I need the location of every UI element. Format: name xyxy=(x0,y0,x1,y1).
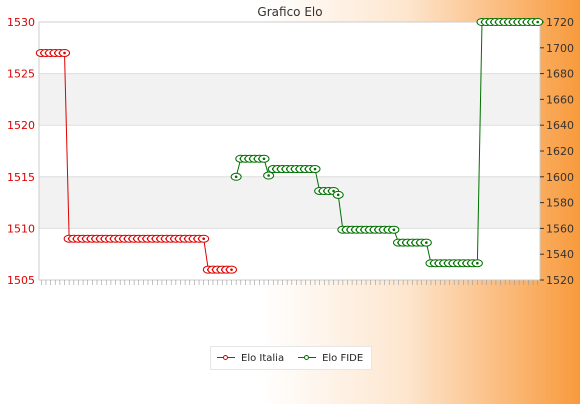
right-tick-label-6: 1640 xyxy=(546,119,574,132)
right-tick-label-7: 1660 xyxy=(546,93,574,106)
left-tick-label-3: 1520 xyxy=(7,119,35,132)
right-tick-label-4: 1600 xyxy=(546,171,574,184)
right-tick-label-5: 1620 xyxy=(546,145,574,158)
legend-item-fide[interactable]: Elo FIDE xyxy=(298,353,363,364)
point-center-1-65 xyxy=(536,20,539,24)
point-center-1-7 xyxy=(267,174,270,177)
point-center-1-17 xyxy=(313,167,317,171)
right-y-axis: 1520 1540 1560 1580 1600 1620 1640 1660 1680 1700… xyxy=(540,16,574,287)
band-3 xyxy=(39,73,540,126)
point-center-1-21 xyxy=(332,189,335,193)
right-tick-label-9: 1700 xyxy=(546,42,574,55)
right-tick-label-3: 1580 xyxy=(546,197,574,210)
left-tick-label-1: 1510 xyxy=(7,222,35,235)
legend-label-italia: Elo Italia xyxy=(241,352,285,364)
series-1 xyxy=(230,18,544,268)
right-tick-label-0: 1520 xyxy=(546,274,574,287)
series-layer xyxy=(35,18,544,274)
plot-bands xyxy=(39,22,540,280)
band-4 xyxy=(39,22,540,74)
legend-label-fide: Elo FIDE xyxy=(322,352,364,364)
legend-item-italia[interactable]: Elo Italia xyxy=(217,353,284,364)
legend: Elo Italia Elo FIDE xyxy=(210,346,372,370)
point-center-1-6 xyxy=(262,157,266,161)
right-tick-label-2: 1560 xyxy=(546,222,574,235)
legend-swatch-italia xyxy=(217,353,235,363)
right-tick-label-8: 1680 xyxy=(546,68,574,81)
band-1 xyxy=(39,176,540,229)
legend-marker-fide xyxy=(304,355,310,360)
point-center-0-35 xyxy=(202,237,205,241)
left-y-axis: 1505 1510 1515 1520 1525 1530 xyxy=(7,16,35,287)
left-tick-label-4: 1525 xyxy=(7,68,35,81)
right-tick-label-10: 1720 xyxy=(546,16,574,29)
series-0 xyxy=(35,48,238,274)
right-tick-label-1: 1540 xyxy=(546,248,574,261)
legend-swatch-fide xyxy=(298,353,317,363)
point-center-0-41 xyxy=(230,268,233,271)
legend-marker-italia xyxy=(223,355,228,360)
point-center-1-52 xyxy=(476,261,479,265)
point-center-1-34 xyxy=(392,228,396,231)
point-center-1-0 xyxy=(234,175,238,179)
left-tick-label-0: 1505 xyxy=(7,274,35,287)
point-center-1-22 xyxy=(336,193,340,197)
point-center-1-41 xyxy=(425,241,428,244)
left-tick-label-2: 1515 xyxy=(7,171,35,184)
x-axis-ticks xyxy=(41,280,538,285)
chart-title: Grafico Elo xyxy=(257,5,322,19)
left-tick-label-5: 1530 xyxy=(7,16,35,29)
point-center-0-5 xyxy=(63,51,66,55)
